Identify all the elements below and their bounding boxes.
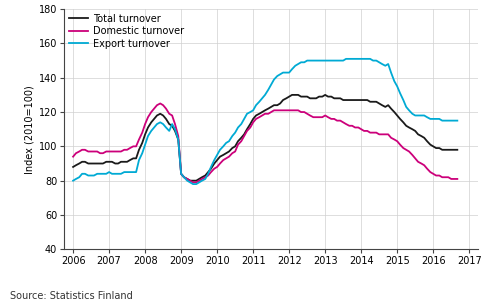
Line: Total turnover: Total turnover	[73, 95, 458, 181]
Total turnover	[187, 179, 193, 182]
Export turnover	[190, 182, 196, 186]
Total turnover	[70, 165, 76, 169]
Y-axis label: Index (2010=100): Index (2010=100)	[25, 85, 35, 174]
Total turnover	[289, 93, 295, 97]
Export turnover	[379, 62, 385, 66]
Total turnover	[455, 148, 460, 152]
Export turnover	[455, 119, 460, 123]
Domestic turnover	[70, 155, 76, 158]
Domestic turnover	[88, 150, 94, 153]
Text: Source: Statistics Finland: Source: Statistics Finland	[10, 291, 133, 301]
Export turnover	[343, 57, 349, 61]
Line: Domestic turnover: Domestic turnover	[73, 103, 458, 182]
Domestic turnover	[157, 102, 163, 105]
Total turnover	[412, 129, 418, 133]
Line: Export turnover: Export turnover	[73, 59, 458, 184]
Domestic turnover	[304, 112, 310, 116]
Total turnover	[176, 138, 181, 141]
Export turnover	[70, 179, 76, 182]
Domestic turnover	[190, 181, 196, 184]
Export turnover	[301, 60, 307, 64]
Export turnover	[412, 114, 418, 117]
Domestic turnover	[379, 133, 385, 136]
Domestic turnover	[412, 157, 418, 160]
Legend: Total turnover, Domestic turnover, Export turnover: Total turnover, Domestic turnover, Expor…	[69, 14, 184, 49]
Total turnover	[379, 103, 385, 107]
Domestic turnover	[178, 172, 184, 176]
Export turnover	[88, 174, 94, 177]
Total turnover	[304, 95, 310, 98]
Export turnover	[274, 74, 280, 78]
Export turnover	[176, 138, 181, 141]
Total turnover	[274, 103, 280, 107]
Domestic turnover	[277, 109, 283, 112]
Total turnover	[88, 162, 94, 165]
Domestic turnover	[455, 177, 460, 181]
